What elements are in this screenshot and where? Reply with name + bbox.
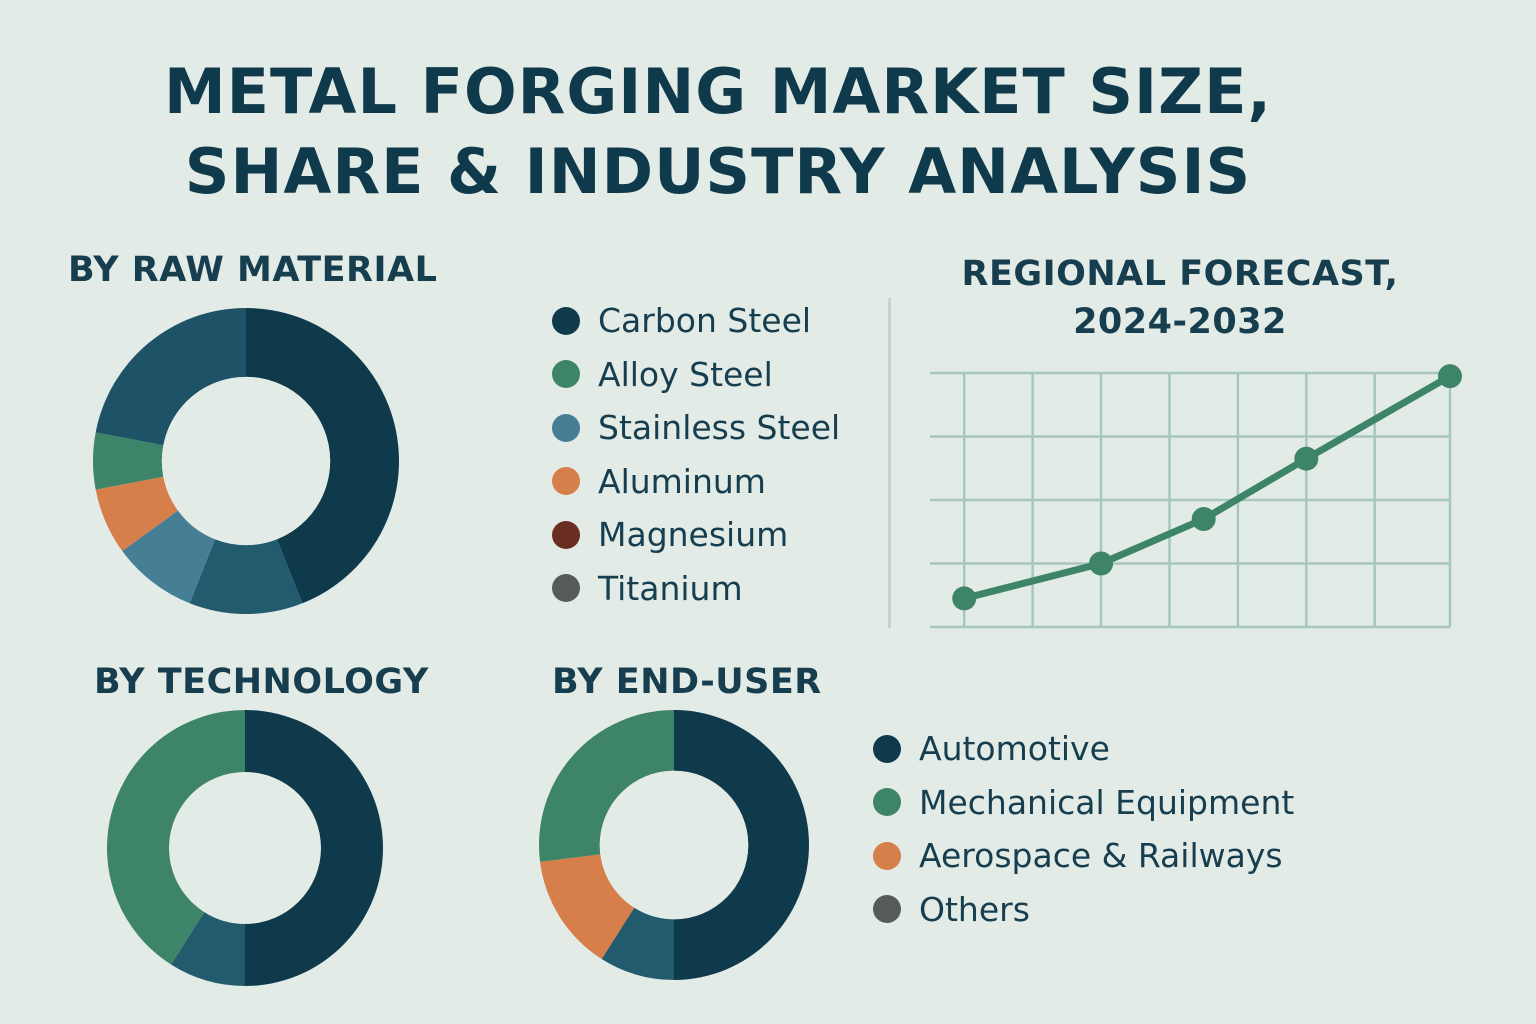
legend-label: Aerospace & Railways bbox=[919, 836, 1283, 876]
technology-donut-chart bbox=[107, 710, 383, 986]
donut-slice-carbon-steel bbox=[246, 308, 399, 604]
page-title: METAL FORGING MARKET SIZE, SHARE & INDUS… bbox=[0, 52, 1436, 212]
regional-forecast-title: REGIONAL FORECAST, 2024-2032 bbox=[905, 250, 1455, 346]
donut-slice-alloy-steel bbox=[93, 432, 164, 490]
automotive-swatch bbox=[873, 734, 901, 763]
donut-slice-segment-c bbox=[107, 710, 245, 965]
legend-item-others: Others bbox=[873, 883, 1294, 937]
others-swatch bbox=[873, 895, 901, 924]
legend-item-mechanical-equipment: Mechanical Equipment bbox=[873, 776, 1294, 830]
legend-item-aerospace-railways: Aerospace & Railways bbox=[873, 829, 1294, 883]
end-user-donut-chart bbox=[539, 710, 809, 980]
raw-material-title: BY RAW MATERIAL bbox=[68, 250, 438, 290]
forecast-point-5 bbox=[1438, 364, 1462, 389]
regional-forecast-title-line-1: REGIONAL FORECAST, bbox=[961, 254, 1399, 294]
legend-label: Alloy Steel bbox=[598, 354, 773, 394]
page-title-line-2: SHARE & INDUSTRY ANALYSIS bbox=[184, 135, 1252, 208]
magnesium-swatch bbox=[552, 520, 580, 549]
forecast-series-line bbox=[960, 372, 1454, 602]
stainless-steel-swatch bbox=[552, 413, 580, 442]
donut-slice-stainless-steel bbox=[122, 510, 216, 604]
vertical-divider bbox=[888, 298, 891, 628]
legend-label: Carbon Steel bbox=[598, 301, 812, 341]
legend-label: Titanium bbox=[598, 568, 743, 608]
forecast-point-3 bbox=[1191, 507, 1216, 532]
donut-slice-teal-segment bbox=[189, 539, 303, 614]
forecast-point-4 bbox=[1294, 446, 1319, 471]
regional-forecast-title-line-2: 2024-2032 bbox=[1073, 302, 1287, 342]
legend-item-titanium: Titanium bbox=[552, 562, 840, 616]
raw-material-donut-chart bbox=[93, 308, 399, 614]
legend-label: Automotive bbox=[919, 729, 1110, 769]
aluminum-swatch bbox=[552, 467, 580, 496]
legend-label: Stainless Steel bbox=[598, 408, 841, 448]
mechanical-equipment-swatch bbox=[873, 788, 901, 817]
donut-slice-aerospace-and-railways bbox=[540, 854, 635, 959]
donut-slice-automotive bbox=[674, 710, 809, 980]
legend-item-magnesium: Magnesium bbox=[552, 508, 840, 562]
donut-slice-segment-a bbox=[245, 710, 383, 986]
forecast-point-2 bbox=[1089, 551, 1114, 576]
legend-label: Magnesium bbox=[598, 515, 789, 555]
technology-title: BY TECHNOLOGY bbox=[94, 662, 429, 702]
titanium-swatch bbox=[552, 574, 580, 603]
legend-label: Others bbox=[919, 889, 1030, 929]
legend-item-carbon-steel: Carbon Steel bbox=[552, 294, 840, 348]
donut-hole bbox=[599, 770, 749, 920]
raw-material-legend: Carbon Steel Alloy Steel Stainless Steel… bbox=[552, 294, 840, 615]
donut-hole bbox=[161, 376, 331, 546]
aerospace-railways-swatch bbox=[873, 841, 901, 870]
legend-item-alloy-steel: Alloy Steel bbox=[552, 348, 840, 402]
alloy-steel-swatch bbox=[552, 360, 580, 389]
donut-slice-mechanical-equipment bbox=[539, 710, 674, 862]
legend-item-aluminum: Aluminum bbox=[552, 455, 840, 509]
legend-label: Aluminum bbox=[598, 461, 766, 501]
regional-forecast-line-chart bbox=[930, 364, 1462, 629]
donut-slice-segment-b bbox=[171, 912, 245, 986]
legend-label: Mechanical Equipment bbox=[919, 782, 1295, 822]
forecast-point-1 bbox=[952, 586, 977, 611]
donut-slice-others bbox=[601, 907, 674, 980]
donut-hole bbox=[169, 772, 321, 924]
donut-slice-aluminum bbox=[95, 476, 178, 551]
carbon-steel-swatch bbox=[552, 306, 580, 335]
legend-item-automotive: Automotive bbox=[873, 722, 1294, 776]
legend-item-stainless-steel: Stainless Steel bbox=[552, 401, 840, 455]
donut-slice-slate-segment bbox=[95, 308, 246, 446]
page-title-line-1: METAL FORGING MARKET SIZE, bbox=[163, 55, 1272, 128]
end-user-title: BY END-USER bbox=[552, 662, 822, 702]
end-user-legend: Automotive Mechanical Equipment Aerospac… bbox=[873, 722, 1294, 936]
